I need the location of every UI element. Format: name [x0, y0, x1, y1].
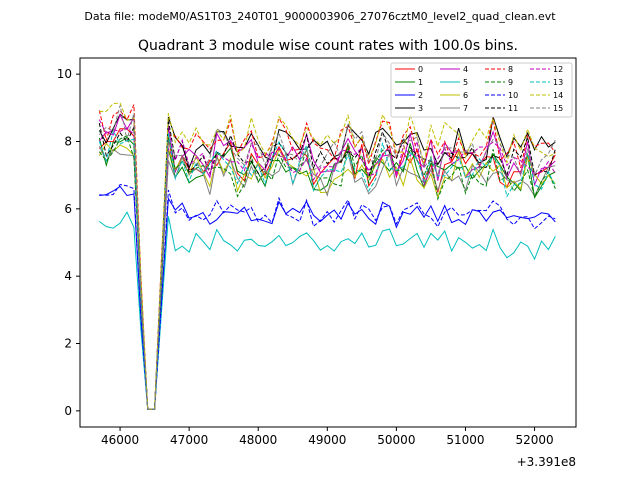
series-line-2 [99, 185, 556, 410]
legend-label-8: 8 [508, 65, 513, 74]
series-line-15 [98, 105, 556, 410]
series-line-5 [99, 211, 556, 410]
x-tick-label: 48000 [239, 433, 277, 447]
x-tick-label: 50000 [377, 433, 415, 447]
x-tick-label: 49000 [308, 433, 346, 447]
legend-label-1: 1 [418, 78, 423, 87]
series-line-13 [98, 129, 556, 410]
chart-title: Quadrant 3 module wise count rates with … [138, 38, 518, 54]
legend-label-4: 4 [463, 65, 468, 74]
x-offset-label: +3.391e8 [517, 455, 576, 469]
series-line-14 [99, 102, 556, 410]
legend-label-10: 10 [508, 91, 518, 100]
x-axis: 46000 47000 48000 49000 50000 51000 52000 [101, 427, 554, 447]
x-tick-label: 46000 [101, 433, 139, 447]
series-line-10 [99, 183, 556, 410]
legend-box [390, 62, 573, 118]
legend-label-5: 5 [463, 78, 468, 87]
y-tick-label: 2 [64, 337, 72, 351]
legend-label-7: 7 [463, 104, 468, 113]
series-line-3 [98, 113, 556, 410]
series-line-8 [98, 104, 556, 410]
legend-label-15: 15 [553, 104, 563, 113]
legend-label-3: 3 [418, 104, 423, 113]
legend-label-9: 9 [508, 78, 513, 87]
legend-label-13: 13 [553, 78, 563, 87]
legend-label-11: 11 [508, 104, 518, 113]
series-line-9 [98, 135, 556, 410]
x-tick-label: 47000 [170, 433, 208, 447]
x-tick-label: 52000 [515, 433, 553, 447]
legend-label-0: 0 [418, 65, 423, 74]
legend-label-6: 6 [463, 91, 468, 100]
y-axis: 0 2 4 6 8 10 [57, 67, 80, 418]
plot-frame [79, 57, 577, 428]
legend-label-14: 14 [553, 91, 563, 100]
legend-label-12: 12 [553, 65, 563, 74]
y-tick-label: 0 [64, 404, 72, 418]
y-tick-label: 10 [57, 67, 72, 81]
y-tick-label: 4 [64, 269, 72, 283]
legend-label-2: 2 [418, 91, 423, 100]
series-line-6 [98, 142, 556, 410]
y-tick-label: 6 [64, 202, 72, 216]
series-line-12 [98, 119, 556, 410]
plot-lines [98, 102, 556, 410]
x-tick-label: 51000 [446, 433, 484, 447]
y-tick-label: 8 [64, 134, 72, 148]
data-file-label: Data file: modeM0/AS1T03_240T01_90000039… [84, 10, 556, 23]
